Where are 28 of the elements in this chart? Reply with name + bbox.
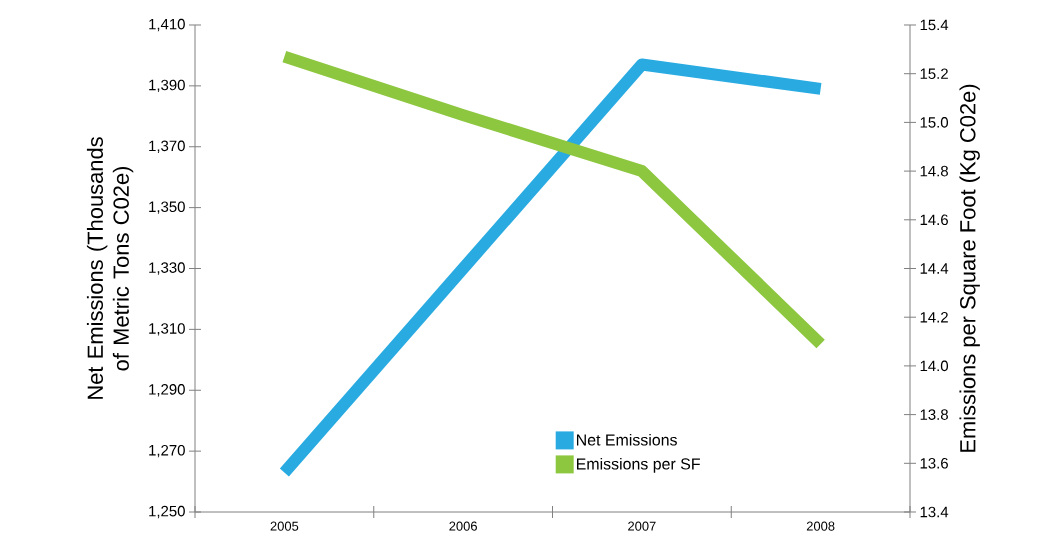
y2-tick-label: 14.4 bbox=[920, 263, 949, 274]
y-tick-label: 1,350 bbox=[149, 201, 185, 214]
y2-tick-label: 14.0 bbox=[920, 360, 949, 372]
legend-label: Net Emissions bbox=[577, 433, 677, 446]
legend-label: Emissions per SF bbox=[577, 457, 700, 473]
y2-tick-label: 14.2 bbox=[920, 311, 948, 323]
y-tick-label: 1,330 bbox=[149, 262, 185, 275]
y2-axis-title: Emissions per Square Foot (Kg C02e) bbox=[959, 84, 980, 452]
y2-tick-label: 14.6 bbox=[920, 214, 948, 226]
y2-tick-label: 15.4 bbox=[920, 19, 949, 31]
y2-tick-label: 13.6 bbox=[920, 458, 948, 469]
x-tick-label: 2007 bbox=[628, 521, 656, 531]
y-tick-label: 1,250 bbox=[149, 505, 185, 519]
y-tick-label: 1,410 bbox=[149, 18, 185, 32]
y-tick-label: 1,390 bbox=[149, 79, 185, 93]
y-tick-label: 1,310 bbox=[149, 323, 185, 336]
y2-tick-label: 15.2 bbox=[920, 68, 948, 79]
y2-tick-label: 13.8 bbox=[920, 409, 948, 420]
x-tick-label: 2006 bbox=[449, 521, 477, 531]
y-axis-title: Net Emissions (Thousands of Metric Tons C02e) bbox=[86, 137, 134, 399]
y-tick-label: 1,370 bbox=[149, 140, 185, 153]
y2-tick-label: 15.0 bbox=[920, 117, 949, 128]
x-tick-label: 2008 bbox=[806, 521, 835, 531]
y2-tick-label: 13.4 bbox=[920, 506, 949, 518]
x-tick-label: 2005 bbox=[270, 521, 299, 531]
y-tick-label: 1,290 bbox=[149, 384, 185, 397]
y2-tick-label: 14.8 bbox=[920, 165, 948, 177]
y-tick-label: 1,270 bbox=[149, 444, 185, 458]
